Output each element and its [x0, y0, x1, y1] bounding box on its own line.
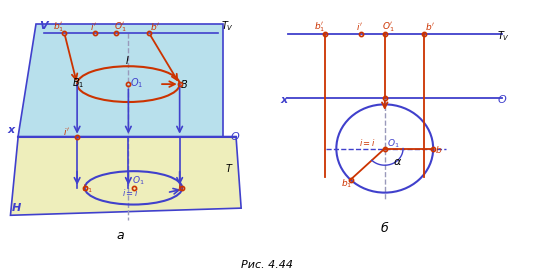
Text: а: а — [117, 229, 124, 242]
Text: O: O — [497, 95, 506, 105]
Text: $T_V$: $T_V$ — [497, 29, 510, 43]
Text: $B_1$: $B_1$ — [72, 76, 84, 90]
Text: $O_1$: $O_1$ — [130, 76, 144, 90]
Text: $i{=}i$: $i{=}i$ — [122, 187, 139, 198]
Text: T: T — [226, 164, 232, 174]
Text: $b_1'$: $b_1'$ — [53, 21, 64, 34]
Text: $b_1'$: $b_1'$ — [314, 21, 325, 34]
Text: б: б — [381, 222, 389, 235]
Text: $i{=}i$: $i{=}i$ — [359, 137, 375, 148]
Text: $O_1'$: $O_1'$ — [382, 21, 395, 34]
Text: x: x — [280, 95, 287, 105]
Text: $T_V$: $T_V$ — [221, 19, 233, 33]
Text: $i'$: $i'$ — [63, 126, 70, 137]
Text: $b$: $b$ — [435, 144, 443, 155]
Text: V: V — [38, 21, 48, 31]
Polygon shape — [11, 137, 241, 215]
Text: $i'$: $i'$ — [90, 21, 97, 32]
Text: $b_1$: $b_1$ — [82, 182, 93, 195]
Text: $b'$: $b'$ — [425, 21, 435, 32]
Text: O: O — [231, 132, 240, 142]
Text: $B$: $B$ — [179, 78, 188, 90]
Text: $O_1$: $O_1$ — [387, 137, 399, 150]
Text: $O_1'$: $O_1'$ — [114, 21, 127, 34]
Text: Рис. 4.44: Рис. 4.44 — [241, 260, 293, 270]
Text: $I$: $I$ — [124, 54, 129, 66]
Text: $b$: $b$ — [177, 182, 184, 193]
Text: $b_1$: $b_1$ — [341, 178, 352, 190]
Polygon shape — [18, 24, 223, 137]
Text: x: x — [8, 125, 15, 135]
Text: $\alpha$: $\alpha$ — [392, 157, 402, 167]
Text: $b'$: $b'$ — [150, 21, 160, 32]
Text: $i'$: $i'$ — [356, 21, 363, 32]
Text: $O_1$: $O_1$ — [132, 175, 145, 187]
Text: H: H — [12, 202, 21, 212]
